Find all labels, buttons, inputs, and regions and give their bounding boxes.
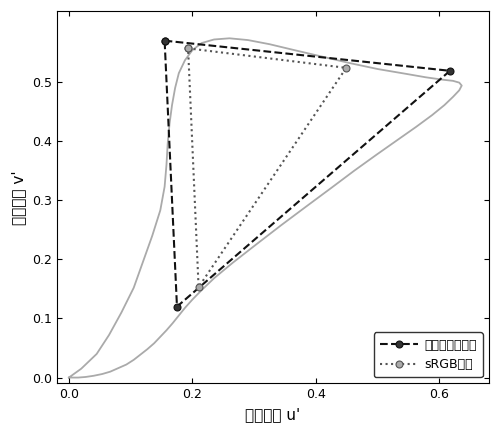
sRGB标准 xyxy=(343,65,349,71)
X-axis label: 色品坐标 u': 色品坐标 u' xyxy=(245,407,300,422)
Line: sRGB标准: sRGB标准 xyxy=(184,45,350,291)
sRGB标准 xyxy=(185,46,191,51)
大色域显示设备 xyxy=(162,38,168,43)
sRGB标准 xyxy=(185,46,191,51)
Line: 大色域显示设备: 大色域显示设备 xyxy=(161,37,454,310)
Legend: 大色域显示设备, sRGB标准: 大色域显示设备, sRGB标准 xyxy=(374,333,482,377)
sRGB标准 xyxy=(196,284,202,290)
大色域显示设备 xyxy=(162,38,168,43)
大色域显示设备 xyxy=(174,304,180,309)
大色域显示设备 xyxy=(447,68,453,74)
Y-axis label: 色品坐标 v': 色品坐标 v' xyxy=(11,170,26,225)
